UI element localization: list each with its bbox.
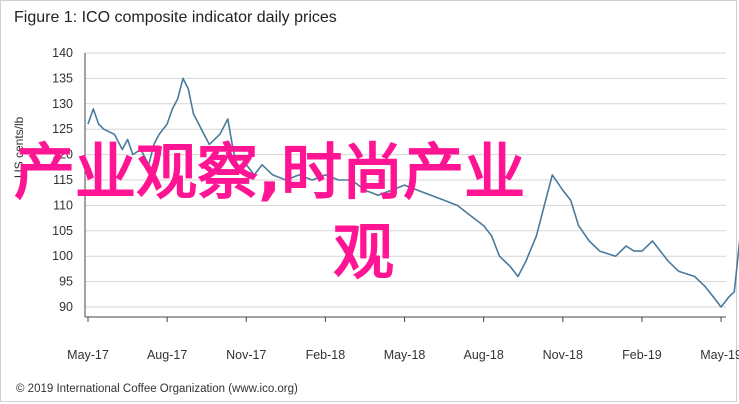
y-tick-label: 115	[53, 173, 73, 187]
x-tick-label: May-18	[384, 348, 426, 362]
copyright-footer: © 2019 International Coffee Organization…	[16, 383, 298, 395]
y-tick-label: 135	[52, 71, 73, 85]
y-tick-label: 95	[59, 275, 73, 289]
y-tick-label: 120	[52, 148, 73, 162]
y-tick-label: 105	[52, 224, 73, 238]
x-tick-label: Aug-18	[464, 348, 504, 362]
x-tick-label: May-19	[700, 348, 739, 362]
x-tick-label: Nov-17	[226, 348, 266, 362]
x-tick-label: Nov-18	[543, 348, 583, 362]
series-line	[87, 77, 739, 308]
x-tick-label: Feb-18	[306, 348, 346, 362]
y-tick-label: 90	[59, 300, 73, 314]
y-tick-label: 100	[52, 249, 73, 263]
y-tick-label: 130	[52, 97, 73, 111]
x-tick-label: Aug-17	[147, 348, 187, 362]
chart-title: Figure 1: ICO composite indicator daily …	[14, 9, 337, 26]
x-tick-label: Feb-19	[622, 348, 662, 362]
y-tick-label: 125	[52, 122, 73, 136]
y-tick-label: 110	[53, 198, 73, 212]
x-tick-label: May-17	[67, 348, 109, 362]
y-tick-label: 140	[52, 46, 73, 60]
